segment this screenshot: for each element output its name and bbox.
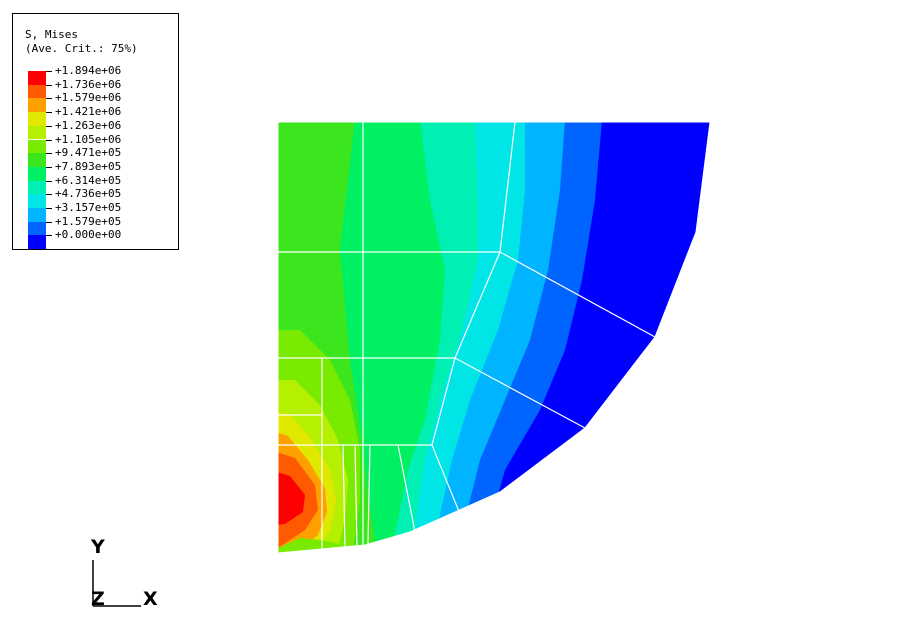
legend-tick [46,112,52,114]
legend-swatch [28,125,46,140]
legend-tick [46,84,52,86]
legend-tick [46,139,52,141]
legend-value: +1.579e+06 [55,91,122,105]
legend-tick [46,221,52,223]
legend-tick [46,71,52,72]
triad-axes [92,560,141,607]
part-boundary [277,121,711,554]
legend-tick [46,98,52,100]
mesh-lines [278,121,656,552]
legend-swatch [28,71,46,85]
legend-title: S, Mises [25,28,78,41]
legend-value: +3.157e+05 [55,201,122,214]
legend-swatch [28,98,46,113]
legend-value: +1.894e+06 [55,64,122,77]
legend-swatch [28,208,46,222]
stress-contour-plot [278,122,710,553]
legend-swatch [28,112,46,126]
legend-value: +7.893e+05 [55,159,122,173]
legend-value: +0.000e+00 [55,228,122,242]
legend-swatch [28,180,46,195]
legend-value: +1.736e+06 [55,77,122,91]
legend-swatch [28,221,46,236]
legend-tick [46,194,52,196]
legend-swatch [28,84,46,99]
legend-tick [46,180,52,182]
legend-tick [46,235,52,237]
triad-x-label: X [143,588,158,610]
legend-tick [46,166,52,168]
legend-swatch [28,166,46,181]
legend-value: +1.263e+06 [55,118,122,132]
legend-tick [46,208,52,209]
triad-z-label: Z [91,588,105,610]
triad-y-label: Y [91,536,105,558]
legend-swatch [28,153,46,167]
legend-subtitle: (Ave. Crit.: 75%) [25,42,138,55]
legend-swatch [28,235,46,250]
legend-swatch [28,139,46,154]
legend-tick [46,153,52,155]
legend-panel: S, Mises (Ave. Crit.: 75%) +1.894e+06 +1.… [12,13,179,250]
legend-value: +1.579e+05 [55,214,122,228]
legend-value: +6.314e+05 [55,173,122,187]
legend-tick [46,125,52,127]
legend-value: +1.105e+06 [55,132,122,146]
legend-value: +4.736e+05 [55,187,122,201]
legend-swatch [28,194,46,208]
legend-value: +9.471e+05 [55,146,122,160]
legend-value: +1.421e+06 [55,105,122,119]
